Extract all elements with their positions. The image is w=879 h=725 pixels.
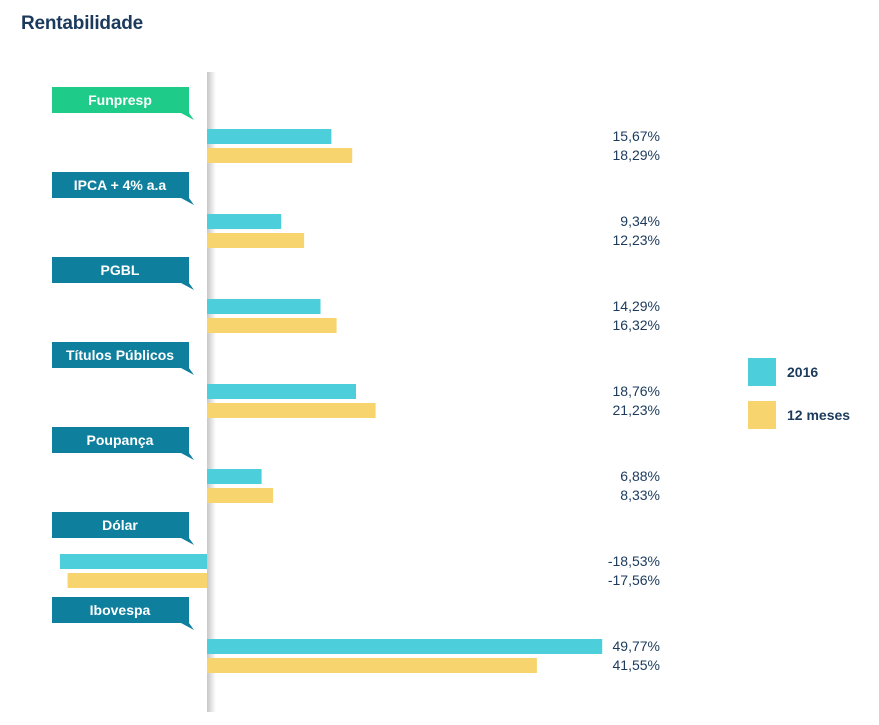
category-label-dolar: Dólar [102, 517, 138, 533]
value-label-ibovespa-2016: 49,77% [613, 638, 660, 654]
bar-funpresp-2016 [207, 129, 332, 144]
bar-ipca-4-a-a-12-meses [207, 233, 305, 248]
bar-titulos-publicos-2016 [207, 384, 356, 399]
bar-pgbl-12-meses [207, 318, 337, 333]
bar-funpresp-12-meses [207, 148, 353, 163]
legend-label-12-meses: 12 meses [787, 407, 851, 423]
bar-poupanca-12-meses [207, 488, 274, 503]
value-label-poupanca-2016: 6,88% [620, 468, 660, 484]
category-tag-funpresp [52, 87, 194, 120]
bar-dolar-2016 [59, 554, 208, 569]
value-label-dolar-12-meses: -17,56% [608, 572, 660, 588]
category-tag-dolar [52, 512, 194, 545]
value-label-poupanca-12-meses: 8,33% [620, 487, 660, 503]
bar-pgbl-2016 [207, 299, 321, 314]
value-label-pgbl-2016: 14,29% [613, 298, 660, 314]
category-label-poupanca: Poupança [87, 432, 154, 448]
category-tag-titulos-publicos [52, 342, 194, 375]
value-label-ipca-4-a-a-12-meses: 12,23% [613, 232, 660, 248]
category-label-ipca-4-a-a: IPCA + 4% a.a [74, 177, 167, 193]
value-label-dolar-2016: -18,53% [608, 553, 660, 569]
legend-item-2016: 2016 [748, 358, 818, 386]
category-label-titulos-publicos: Títulos Públicos [66, 347, 174, 363]
chart-title: Rentabilidade [21, 13, 143, 34]
category-tag-ibovespa [52, 597, 194, 630]
value-label-funpresp-2016: 15,67% [613, 128, 660, 144]
legend-swatch-12-meses [748, 401, 776, 429]
value-label-funpresp-12-meses: 18,29% [613, 147, 660, 163]
bar-titulos-publicos-12-meses [207, 403, 376, 418]
value-label-ibovespa-12-meses: 41,55% [613, 657, 660, 673]
category-tag-poupanca [52, 427, 194, 460]
bar-ibovespa-12-meses [207, 658, 537, 673]
value-label-titulos-publicos-12-meses: 21,23% [613, 402, 660, 418]
bar-ibovespa-2016 [207, 639, 603, 654]
value-label-titulos-publicos-2016: 18,76% [613, 383, 660, 399]
bar-dolar-12-meses [67, 573, 207, 588]
category-label-pgbl: PGBL [101, 262, 140, 278]
value-label-ipca-4-a-a-2016: 9,34% [620, 213, 660, 229]
bar-ipca-4-a-a-2016 [207, 214, 282, 229]
category-tag-ipca-4-a-a [52, 172, 194, 205]
category-label-funpresp: Funpresp [88, 92, 152, 108]
bar-poupanca-2016 [207, 469, 262, 484]
category-tag-pgbl [52, 257, 194, 290]
legend-label-2016: 2016 [787, 364, 819, 380]
value-label-pgbl-12-meses: 16,32% [613, 317, 660, 333]
category-label-ibovespa: Ibovespa [90, 602, 151, 618]
legend-swatch-2016 [748, 358, 776, 386]
legend-item-12-meses: 12 meses [748, 401, 850, 429]
